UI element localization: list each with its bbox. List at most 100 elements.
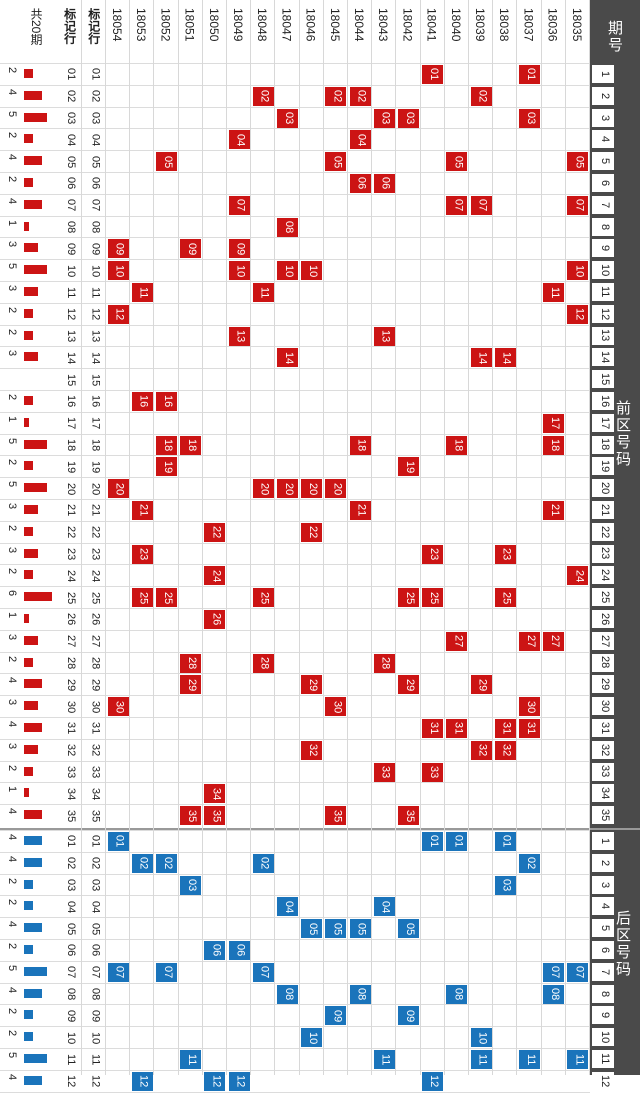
front-drawn-number: 07 (567, 195, 589, 215)
frequency-count: 3 (6, 742, 18, 749)
front-drawn-number: 28 (373, 653, 395, 673)
marker-code: 28 (65, 656, 78, 670)
frequency-count: 6 (6, 590, 18, 597)
frequency-count: 2 (6, 306, 18, 313)
row-divider (0, 542, 590, 544)
marker-code: 31 (89, 722, 102, 735)
marker-code: 12 (65, 308, 78, 321)
back-drawn-number: 04 (276, 897, 298, 917)
marker-code: 35 (89, 809, 102, 822)
back-frequency-bar (24, 945, 34, 954)
marker-code: 27 (65, 635, 78, 648)
front-drawn-number: 27 (518, 631, 540, 651)
period-label: 18046 (303, 8, 318, 42)
front-frequency-bar (24, 526, 34, 536)
marker-code: 07 (89, 966, 102, 979)
front-frequency-bar (24, 548, 38, 558)
marker-code: 10 (89, 264, 102, 277)
marker-code: 24 (65, 569, 78, 583)
back-drawn-number: 03 (180, 875, 202, 895)
row-divider (0, 150, 590, 152)
back-frequency-bar (24, 988, 43, 998)
front-number-header: 27 (592, 631, 614, 650)
period-column (517, 0, 542, 1075)
front-number-header: 28 (592, 653, 614, 672)
front-zone-label: 前区号码 (614, 400, 631, 468)
front-drawn-number: 10 (301, 261, 323, 281)
marker-code: 20 (89, 482, 102, 495)
marker-code: 09 (89, 1009, 102, 1023)
front-frequency-bar (24, 657, 34, 667)
row-divider (0, 873, 590, 875)
front-number-header: 10 (592, 261, 614, 280)
front-drawn-number: 35 (325, 806, 347, 826)
marker-code: 16 (89, 395, 102, 408)
marker-code: 10 (89, 1031, 102, 1044)
front-number-header: 17 (592, 413, 614, 432)
period-label: 18049 (231, 8, 245, 42)
front-drawn-number: 18 (446, 435, 468, 455)
back-drawn-number: 02 (252, 853, 274, 873)
back-drawn-number: 07 (155, 962, 177, 982)
back-drawn-number: 10 (470, 1028, 492, 1048)
period-label: 18053 (134, 8, 149, 42)
period-column (421, 0, 445, 1075)
front-drawn-number: 21 (131, 501, 153, 520)
marker-code: 08 (89, 987, 102, 1001)
frequency-count: 3 (6, 633, 18, 640)
front-number-header: 8 (592, 217, 614, 236)
front-number-header: 19 (592, 457, 614, 476)
back-drawn-number: 07 (252, 962, 274, 982)
frequency-count: 2 (6, 328, 18, 335)
row-divider (0, 1026, 590, 1028)
front-drawn-number: 14 (470, 348, 492, 368)
front-drawn-number: 31 (422, 719, 444, 738)
marker-code: 31 (65, 722, 78, 735)
front-frequency-bar (24, 461, 34, 471)
period-column (106, 0, 131, 1075)
marker-code: 05 (89, 155, 102, 168)
row-divider (0, 982, 590, 984)
front-drawn-number: 09 (107, 239, 129, 259)
row-divider (0, 760, 590, 762)
front-number-header: 6 (592, 174, 614, 192)
front-drawn-number: 28 (180, 653, 202, 673)
frequency-count: 2 (6, 394, 18, 401)
period-label: 18048 (255, 8, 270, 42)
front-frequency-bar (24, 483, 47, 493)
marker-code: 17 (65, 417, 78, 430)
marker-code: 23 (89, 547, 102, 561)
row-divider (0, 237, 590, 239)
front-drawn-number: 05 (155, 152, 177, 172)
back-frequency-bar (24, 923, 43, 933)
front-drawn-number: 12 (107, 304, 129, 324)
marker-code: 33 (65, 765, 78, 779)
front-number-header: 23 (592, 544, 614, 563)
frequency-count: 4 (6, 921, 18, 928)
period-label: 18040 (448, 8, 463, 42)
front-drawn-number: 29 (470, 675, 492, 695)
front-drawn-number: 06 (373, 174, 395, 193)
marker-code: 08 (89, 220, 102, 234)
period-column (372, 0, 397, 1075)
marker-code: 29 (89, 678, 102, 692)
frequency-count: 3 (6, 503, 18, 510)
front-frequency-bar (24, 396, 34, 405)
period-label: 18051 (182, 8, 197, 42)
marker-code: 19 (65, 460, 78, 474)
marker-code: 11 (65, 286, 78, 299)
marker-code: 11 (89, 1053, 102, 1066)
frequency-count: 3 (6, 285, 18, 292)
front-drawn-number: 25 (131, 588, 153, 608)
back-drawn-number: 01 (494, 832, 516, 851)
front-drawn-number: 25 (252, 588, 274, 608)
period-column (130, 0, 155, 1075)
frequency-count: 4 (6, 154, 18, 161)
section-separator (0, 828, 640, 830)
frequency-count: 2 (6, 176, 18, 183)
front-number-header: 21 (592, 501, 614, 519)
front-drawn-number: 13 (373, 326, 395, 346)
marker-code: 09 (89, 242, 102, 256)
front-frequency-bar (24, 766, 34, 776)
period-label: 18044 (352, 8, 366, 42)
